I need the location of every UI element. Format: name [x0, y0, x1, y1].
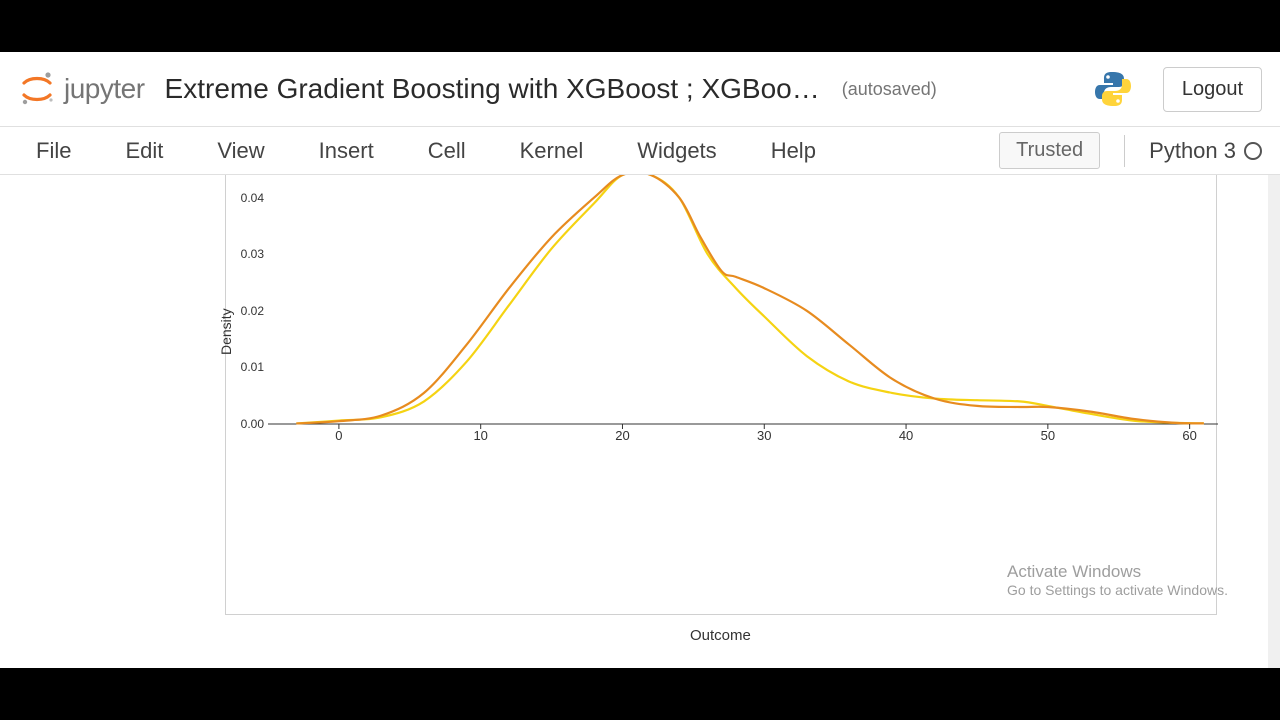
plot-series [296, 175, 1203, 423]
ytick-label: 0.01 [234, 360, 264, 374]
notebook-area[interactable]: 0.00 0.01 0.02 0.03 0.04 0 10 20 30 40 50 60 Densi… [0, 175, 1280, 668]
letterbox-bottom [0, 668, 1280, 720]
kernel-status-icon [1244, 142, 1262, 160]
windows-watermark: Activate Windows Go to Settings to activ… [1007, 562, 1228, 598]
jupyter-logo[interactable]: jupyter [18, 70, 145, 108]
menu-bar: File Edit View Insert Cell Kernel Widget… [0, 127, 1280, 175]
xtick-label: 10 [466, 428, 496, 443]
menu-file[interactable]: File [18, 130, 89, 172]
autosave-status: (autosaved) [842, 79, 937, 100]
menu-insert[interactable]: Insert [301, 130, 392, 172]
menu-kernel[interactable]: Kernel [502, 130, 602, 172]
menu-widgets[interactable]: Widgets [619, 130, 734, 172]
trusted-badge[interactable]: Trusted [999, 132, 1100, 169]
notebook-title[interactable]: Extreme Gradient Boosting with XGBoost ;… [165, 73, 820, 105]
xtick-label: 30 [749, 428, 779, 443]
watermark-line1: Activate Windows [1007, 562, 1228, 582]
menu-view[interactable]: View [199, 130, 282, 172]
xtick-label: 20 [607, 428, 637, 443]
density-plot [268, 175, 1218, 435]
menu-cell[interactable]: Cell [410, 130, 484, 172]
logout-button[interactable]: Logout [1163, 67, 1262, 112]
kernel-name: Python 3 [1149, 138, 1236, 164]
menu-help[interactable]: Help [753, 130, 834, 172]
xtick-label: 60 [1175, 428, 1205, 443]
jupyter-icon [18, 70, 56, 108]
xtick-label: 0 [324, 428, 354, 443]
ytick-label: 0.00 [234, 417, 264, 431]
plot-xlabel: Outcome [690, 627, 751, 644]
menu-divider [1124, 135, 1125, 167]
xtick-label: 50 [1033, 428, 1063, 443]
ytick-label: 0.02 [234, 304, 264, 318]
xtick-label: 40 [891, 428, 921, 443]
header-bar: jupyter Extreme Gradient Boosting with X… [0, 52, 1280, 127]
menu-edit[interactable]: Edit [107, 130, 181, 172]
ytick-label: 0.03 [234, 247, 264, 261]
watermark-line2: Go to Settings to activate Windows. [1007, 582, 1228, 598]
kernel-indicator[interactable]: Python 3 [1149, 138, 1262, 164]
letterbox-top [0, 0, 1280, 52]
jupyter-logo-text: jupyter [64, 73, 145, 105]
plot-ylabel: Density [218, 308, 234, 355]
python-icon [1093, 69, 1133, 109]
ytick-label: 0.04 [234, 191, 264, 205]
